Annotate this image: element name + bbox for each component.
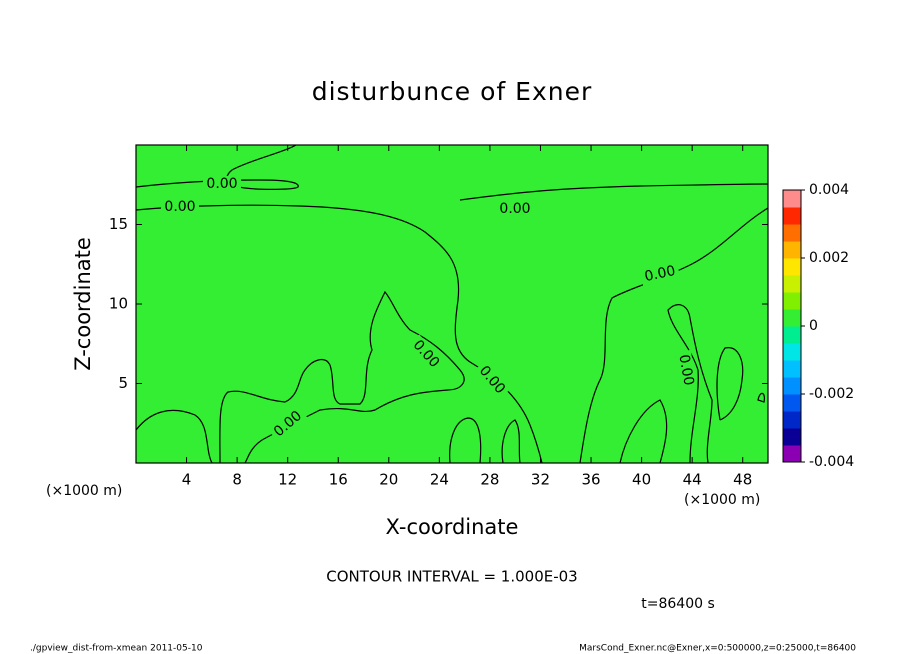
x-tick-label: 40 bbox=[632, 471, 651, 489]
colorbar-band bbox=[783, 190, 801, 208]
contour-line bbox=[667, 304, 713, 464]
contour-label: 0.00 bbox=[164, 199, 195, 215]
x-tick-label: 32 bbox=[531, 471, 550, 489]
colorbar-band bbox=[783, 241, 801, 259]
x-tick-label: 4 bbox=[182, 471, 192, 489]
contour-line bbox=[449, 417, 482, 464]
contour-label-bg bbox=[161, 199, 199, 215]
colorbar-tick-label: 0.004 bbox=[809, 182, 849, 198]
colorbar-band bbox=[783, 326, 801, 344]
colorbar-band bbox=[783, 411, 801, 429]
y-tick-label: 15 bbox=[109, 215, 128, 233]
contour-label-bg bbox=[407, 334, 445, 374]
contour-line bbox=[579, 207, 769, 464]
contours bbox=[135, 144, 769, 464]
footer-left: ./gpview_dist-from-xmean 2011-05-10 bbox=[30, 644, 203, 654]
colorbar-tick-label: -0.002 bbox=[809, 386, 854, 402]
contour-line bbox=[219, 290, 465, 464]
time-label: t=86400 s bbox=[641, 596, 715, 612]
y-tick-label: 5 bbox=[118, 374, 128, 392]
x-unit-label: (×1000 m) bbox=[684, 492, 760, 508]
contour-line bbox=[757, 392, 765, 403]
colorbar-band bbox=[783, 360, 801, 378]
colorbar-tick-label: 0 bbox=[809, 318, 818, 334]
colorbar-band bbox=[783, 394, 801, 412]
contour-label: 0.00 bbox=[675, 353, 696, 386]
contour-line bbox=[501, 419, 521, 464]
x-tick-label: 44 bbox=[683, 471, 702, 489]
colorbar-band bbox=[783, 207, 801, 225]
contour-label: 0.00 bbox=[643, 263, 677, 285]
contour-label: 0.00 bbox=[206, 176, 237, 192]
contour-line bbox=[716, 347, 744, 421]
colorbar-band bbox=[783, 258, 801, 276]
contour-label-bg bbox=[674, 349, 698, 391]
x-tick-label: 24 bbox=[430, 471, 449, 489]
chart-title: disturbunce of Exner bbox=[312, 77, 593, 106]
x-unit-label: (×1000 m) bbox=[46, 483, 122, 499]
colorbar-band bbox=[783, 275, 801, 293]
contour-label-bg bbox=[268, 405, 308, 443]
contour-interval: CONTOUR INTERVAL = 1.000E-03 bbox=[326, 568, 577, 586]
y-axis-label: Z-coordinate bbox=[71, 237, 95, 371]
contour-label: 0.00 bbox=[499, 201, 530, 217]
colorbar-tick-label: -0.004 bbox=[809, 454, 854, 470]
colorbar-band bbox=[783, 343, 801, 361]
colorbar-band bbox=[783, 428, 801, 446]
contour-line bbox=[459, 183, 769, 201]
x-tick-label: 8 bbox=[232, 471, 242, 489]
colorbar-band bbox=[783, 377, 801, 395]
x-axis-label: X-coordinate bbox=[386, 515, 519, 539]
contour-label-bg bbox=[639, 262, 681, 286]
plot-area bbox=[136, 145, 768, 463]
x-tick-label: 48 bbox=[733, 471, 752, 489]
contour-line bbox=[619, 399, 668, 464]
x-tick-label: 36 bbox=[581, 471, 600, 489]
x-tick-label: 20 bbox=[379, 471, 398, 489]
x-tick-label: 12 bbox=[278, 471, 297, 489]
colorbar-band bbox=[783, 292, 801, 310]
colorbar-band bbox=[783, 445, 801, 463]
contour-line bbox=[135, 409, 213, 464]
contour-label-bg bbox=[473, 360, 511, 400]
y-tick-label: 10 bbox=[109, 295, 128, 313]
colorbar-tick-label: 0.002 bbox=[809, 250, 849, 266]
colorbar-band bbox=[783, 224, 801, 242]
contour-label-bg bbox=[203, 176, 241, 192]
contour-line bbox=[135, 204, 543, 464]
x-tick-label: 16 bbox=[329, 471, 348, 489]
contour-label-bg bbox=[496, 201, 534, 217]
x-tick-label: 28 bbox=[480, 471, 499, 489]
colorbar-band bbox=[783, 309, 801, 327]
footer-right: MarsCond_Exner.nc@Exner,x=0:500000,z=0:2… bbox=[579, 644, 856, 654]
